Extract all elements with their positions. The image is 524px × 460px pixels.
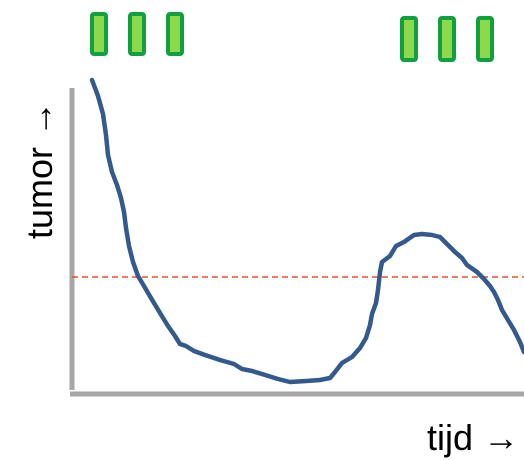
tumor-curve [89,77,524,385]
dose-marker [128,12,146,56]
dose-group-2 [400,16,494,62]
y-axis-label: tumor → [19,100,60,240]
dose-marker [476,16,494,62]
dose-marker [90,12,108,56]
x-axis-label: tijd → [427,417,520,458]
dose-marker [438,16,456,62]
dose-group-1 [90,12,184,56]
dose-marker [166,12,184,56]
dose-marker [400,16,418,62]
